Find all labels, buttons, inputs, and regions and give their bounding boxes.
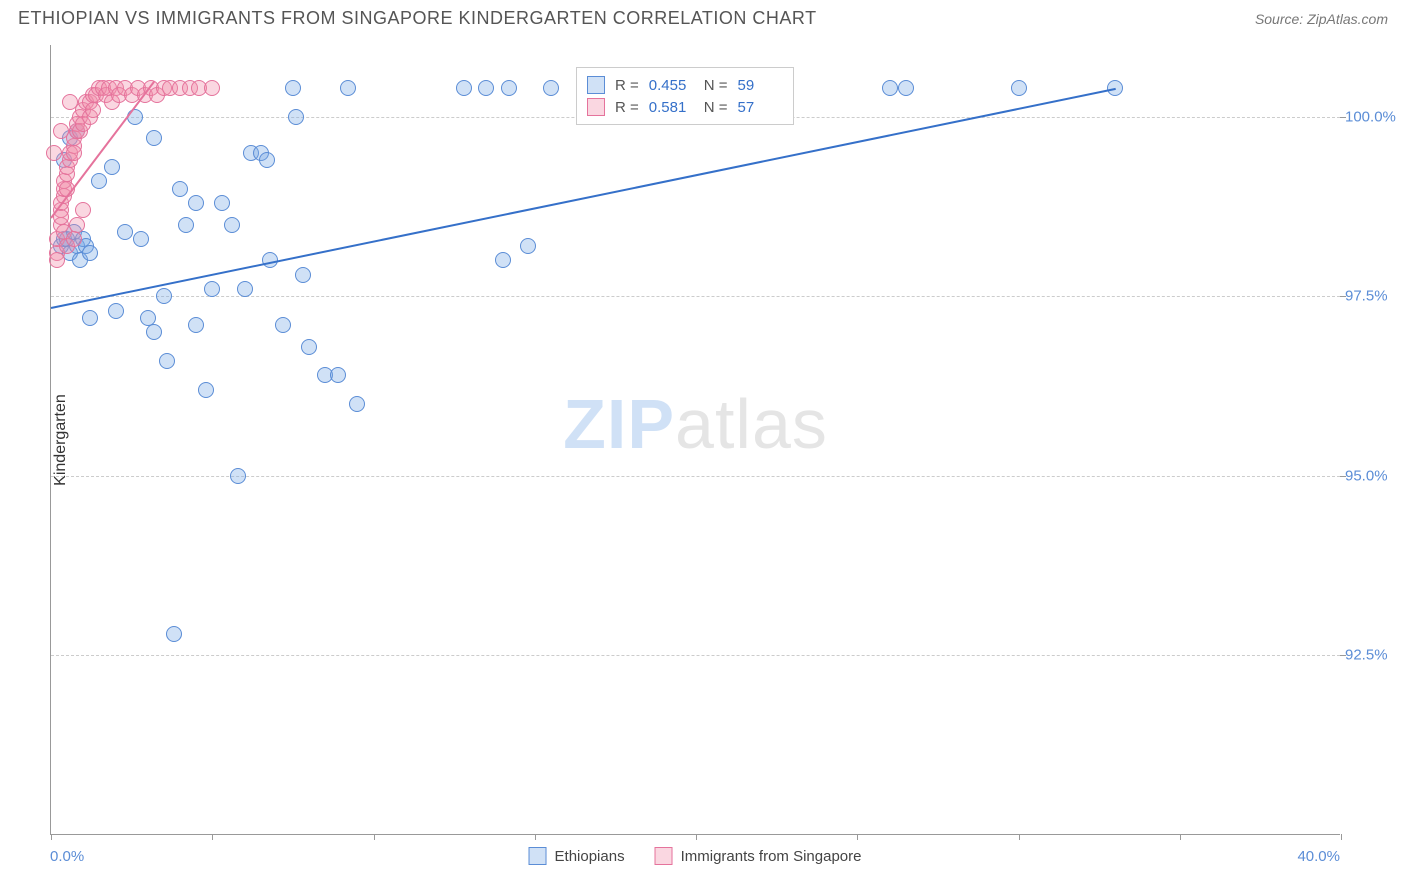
scatter-point (188, 317, 204, 333)
scatter-point (156, 288, 172, 304)
gridline-horizontal (51, 655, 1340, 656)
legend-label: Immigrants from Singapore (681, 848, 862, 865)
scatter-point (66, 145, 82, 161)
stats-row: R = 0.455 N = 59 (587, 74, 783, 96)
legend-swatch (529, 847, 547, 865)
x-tick-mark (1341, 834, 1342, 840)
scatter-point (301, 339, 317, 355)
scatter-point (520, 238, 536, 254)
scatter-point (133, 231, 149, 247)
y-tick-mark (1340, 296, 1346, 297)
watermark-zip: ZIP (563, 385, 675, 463)
stat-r-label: R = (615, 99, 639, 116)
scatter-point (259, 152, 275, 168)
scatter-point (501, 80, 517, 96)
legend-item: Immigrants from Singapore (655, 847, 862, 865)
x-tick-mark (51, 834, 52, 840)
x-tick-mark (1019, 834, 1020, 840)
scatter-point (898, 80, 914, 96)
scatter-point (159, 353, 175, 369)
scatter-point (82, 245, 98, 261)
plot-area: ZIPatlas 92.5%95.0%97.5%100.0%R =0.455N … (50, 45, 1340, 835)
stat-n-value: 59 (738, 77, 783, 94)
y-tick-mark (1340, 655, 1346, 656)
scatter-point (146, 324, 162, 340)
stats-row: R = 0.581 N = 57 (587, 96, 783, 118)
scatter-point (1011, 80, 1027, 96)
scatter-point (882, 80, 898, 96)
scatter-point (478, 80, 494, 96)
scatter-point (46, 145, 62, 161)
scatter-point (172, 181, 188, 197)
scatter-point (166, 626, 182, 642)
x-tick-mark (535, 834, 536, 840)
scatter-point (456, 80, 472, 96)
y-tick-mark (1340, 476, 1346, 477)
legend-label: Ethiopians (555, 848, 625, 865)
legend-item: Ethiopians (529, 847, 625, 865)
scatter-point (82, 310, 98, 326)
scatter-point (49, 252, 65, 268)
stat-n-label: N = (704, 99, 728, 116)
scatter-point (288, 109, 304, 125)
scatter-point (295, 267, 311, 283)
scatter-point (495, 252, 511, 268)
chart-title: ETHIOPIAN VS IMMIGRANTS FROM SINGAPORE K… (18, 8, 817, 29)
bottom-legend: Ethiopians Immigrants from Singapore (529, 847, 862, 865)
watermark: ZIPatlas (563, 384, 828, 464)
scatter-point (108, 303, 124, 319)
x-tick-mark (696, 834, 697, 840)
scatter-point (285, 80, 301, 96)
y-tick-label: 95.0% (1345, 467, 1400, 484)
scatter-point (91, 173, 107, 189)
scatter-point (349, 396, 365, 412)
scatter-point (204, 80, 220, 96)
stat-r-value: 0.455 (649, 77, 694, 94)
stats-legend-box: R = 0.455 N = 59 R = 0.581 N = 57 (576, 67, 794, 125)
chart-source: Source: ZipAtlas.com (1255, 11, 1388, 27)
scatter-point (230, 468, 246, 484)
scatter-point (75, 202, 91, 218)
scatter-point (543, 80, 559, 96)
chart-container: Kindergarten ZIPatlas 92.5%95.0%97.5%100… (50, 45, 1340, 835)
stat-n-label: N = (704, 77, 728, 94)
stat-r-label: R = (615, 77, 639, 94)
y-tick-mark (1340, 117, 1346, 118)
stat-r-value: 0.581 (649, 99, 694, 116)
x-tick-mark (857, 834, 858, 840)
scatter-point (340, 80, 356, 96)
x-tick-mark (1180, 834, 1181, 840)
scatter-point (62, 94, 78, 110)
scatter-point (224, 217, 240, 233)
x-tick-mark (374, 834, 375, 840)
x-axis-max-label: 40.0% (1297, 848, 1340, 865)
scatter-point (237, 281, 253, 297)
scatter-point (214, 195, 230, 211)
scatter-point (188, 195, 204, 211)
legend-swatch (655, 847, 673, 865)
y-tick-label: 100.0% (1345, 108, 1400, 125)
stat-n-value: 57 (738, 99, 783, 116)
scatter-point (146, 130, 162, 146)
scatter-point (330, 367, 346, 383)
scatter-point (117, 224, 133, 240)
scatter-point (198, 382, 214, 398)
y-tick-label: 92.5% (1345, 647, 1400, 664)
x-tick-mark (212, 834, 213, 840)
legend-swatch (587, 76, 605, 94)
scatter-point (85, 102, 101, 118)
y-tick-label: 97.5% (1345, 288, 1400, 305)
watermark-atlas: atlas (675, 385, 828, 463)
x-axis-min-label: 0.0% (50, 848, 84, 865)
scatter-point (204, 281, 220, 297)
scatter-point (104, 159, 120, 175)
scatter-point (178, 217, 194, 233)
legend-swatch (587, 98, 605, 116)
scatter-point (66, 231, 82, 247)
scatter-point (53, 123, 69, 139)
scatter-point (275, 317, 291, 333)
